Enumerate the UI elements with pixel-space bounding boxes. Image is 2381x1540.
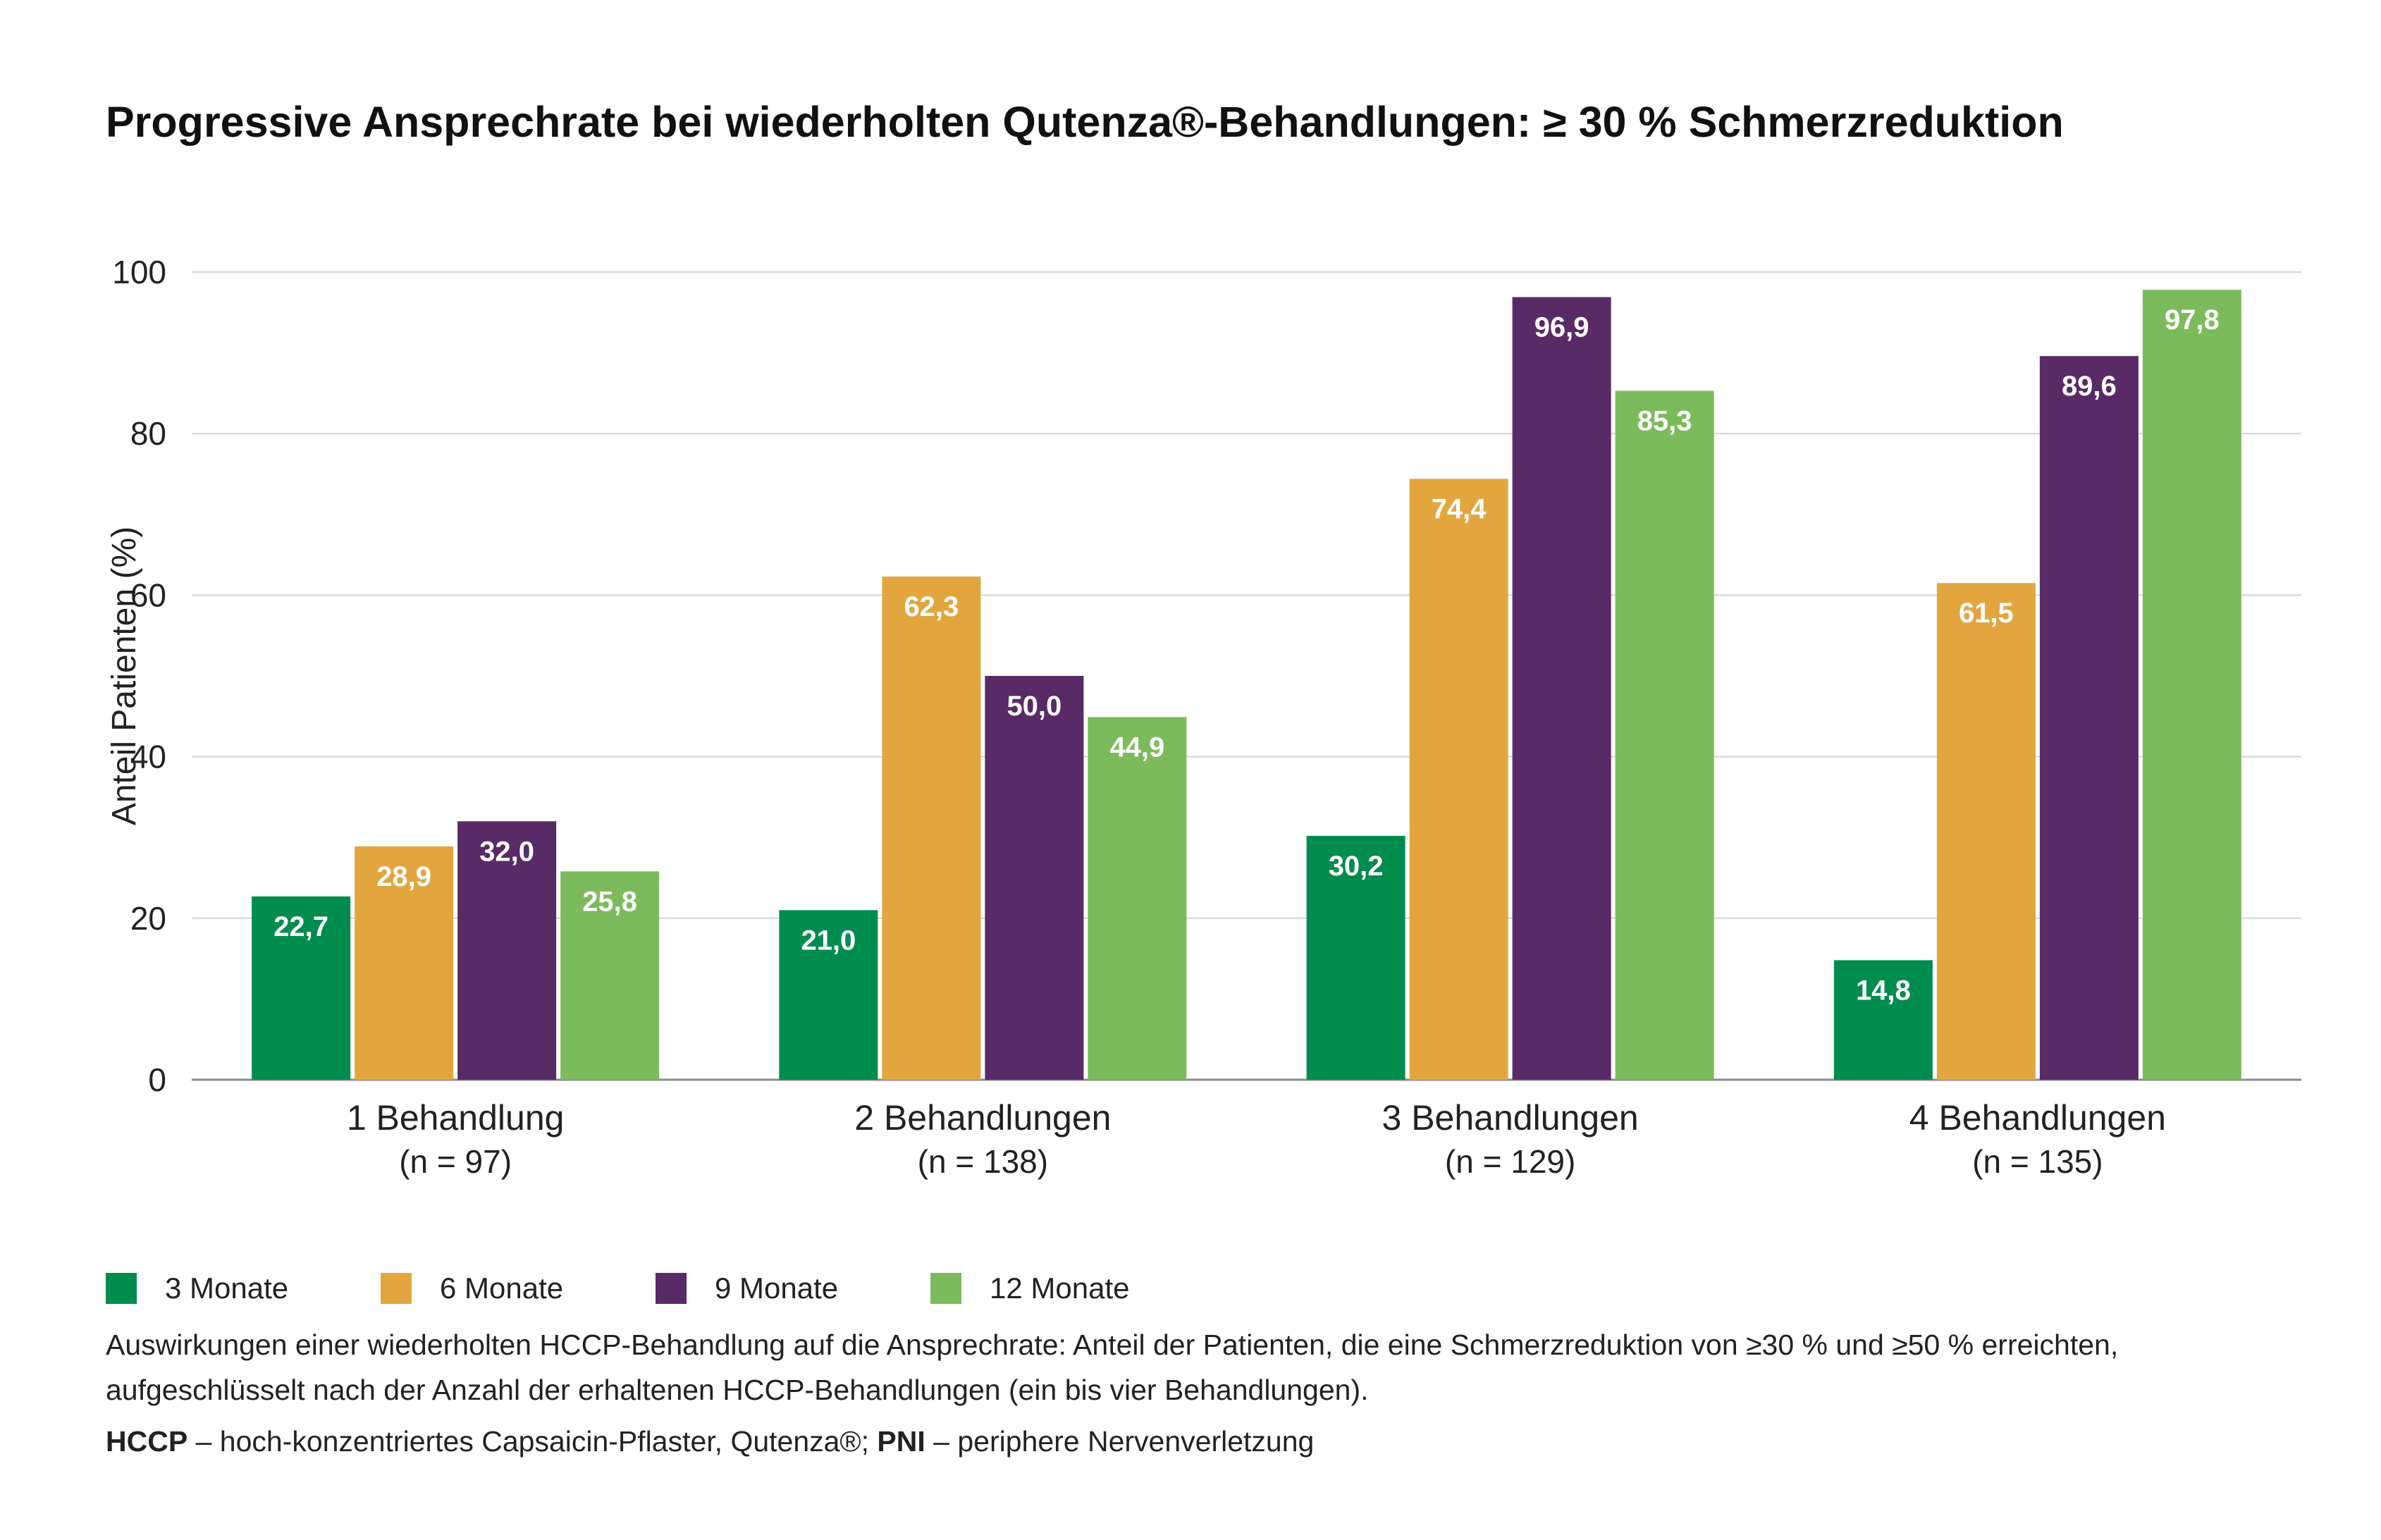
bar bbox=[1088, 717, 1187, 1080]
x-tick-sublabel: (n = 135) bbox=[1972, 1143, 2103, 1180]
data-label: 44,9 bbox=[1109, 732, 1164, 763]
bar bbox=[1833, 960, 1933, 1080]
x-tick-label: 4 Behandlungen bbox=[1909, 1098, 2166, 1138]
abbreviation-footnote: HCCP – hoch-konzentriertes Capsaicin-Pfl… bbox=[106, 1420, 2291, 1462]
bar bbox=[1306, 835, 1405, 1080]
y-tick-label: 40 bbox=[130, 739, 166, 775]
data-label: 21,0 bbox=[801, 925, 856, 956]
x-tick-sublabel: (n = 129) bbox=[1445, 1143, 1575, 1180]
axes: 0 20 40 60 80 100 Anteil Patienten (%) 1 Behand… bbox=[106, 254, 2166, 1180]
y-tick-label: 80 bbox=[130, 415, 166, 452]
data-label: 30,2 bbox=[1329, 851, 1384, 882]
legend-swatch bbox=[106, 1273, 137, 1304]
footnote-def-hccp: – hoch-konzentriertes Capsaicin-Pflaster… bbox=[187, 1425, 878, 1458]
data-label: 62,3 bbox=[904, 591, 959, 622]
bar bbox=[457, 821, 557, 1080]
y-tick-label: 20 bbox=[130, 900, 166, 937]
data-labels: 22,7 28,9 32,0 25,8 21,0 62,3 50,0 44,9 30,2 74,4… bbox=[273, 304, 2220, 1006]
bar bbox=[1512, 297, 1611, 1080]
y-tick-label: 60 bbox=[130, 577, 166, 613]
footnote-abbr-pni: PNI bbox=[877, 1425, 925, 1458]
x-tick-label: 3 Behandlungen bbox=[1382, 1098, 1639, 1138]
legend-swatch bbox=[930, 1273, 961, 1304]
bar bbox=[985, 676, 1084, 1080]
data-label: 25,8 bbox=[582, 886, 637, 917]
bars bbox=[252, 290, 2241, 1080]
bar bbox=[779, 910, 878, 1080]
y-axis-title: Anteil Patienten (%) bbox=[106, 526, 143, 825]
legend-label: 6 Monate bbox=[440, 1271, 564, 1305]
bar bbox=[355, 846, 454, 1080]
data-label: 74,4 bbox=[1432, 493, 1487, 524]
data-label: 89,6 bbox=[2062, 371, 2117, 402]
data-label: 97,8 bbox=[2165, 304, 2220, 335]
data-label: 61,5 bbox=[1959, 598, 2014, 629]
bar bbox=[2142, 290, 2241, 1080]
chart-title: Progressive Ansprechrate bei wiederholte… bbox=[106, 98, 2064, 146]
data-label: 14,8 bbox=[1856, 975, 1911, 1006]
y-tick-label: 100 bbox=[112, 254, 166, 290]
y-tick-label: 0 bbox=[148, 1061, 166, 1098]
data-label: 50,0 bbox=[1007, 691, 1062, 722]
legend-label: 3 Monate bbox=[165, 1271, 289, 1305]
legend-swatch bbox=[381, 1273, 412, 1304]
x-tick-sublabel: (n = 97) bbox=[399, 1143, 512, 1180]
chart-caption: Auswirkungen einer wiederholten HCCP-Beh… bbox=[106, 1329, 2119, 1406]
bar bbox=[1936, 583, 2036, 1080]
footnote-def-pni: – periphere Nervenverletzung bbox=[925, 1425, 1315, 1458]
data-label: 96,9 bbox=[1534, 312, 1589, 343]
bar bbox=[560, 871, 660, 1080]
legend-label: 9 Monate bbox=[715, 1271, 839, 1305]
data-label: 32,0 bbox=[479, 836, 534, 867]
x-tick-label: 1 Behandlung bbox=[347, 1098, 565, 1138]
data-label: 28,9 bbox=[376, 861, 431, 892]
data-label: 22,7 bbox=[273, 911, 328, 942]
legend-label: 12 Monate bbox=[990, 1271, 1130, 1305]
bar bbox=[252, 896, 351, 1080]
x-tick-label: 2 Behandlungen bbox=[854, 1098, 1111, 1138]
data-label: 85,3 bbox=[1637, 405, 1692, 436]
footnote-abbr-hccp: HCCP bbox=[106, 1425, 188, 1458]
bar bbox=[2039, 356, 2139, 1080]
bar bbox=[1409, 479, 1508, 1080]
bar bbox=[1615, 390, 1714, 1080]
legend-swatch bbox=[656, 1273, 687, 1304]
bar bbox=[882, 577, 981, 1080]
x-tick-sublabel: (n = 138) bbox=[918, 1143, 1048, 1180]
